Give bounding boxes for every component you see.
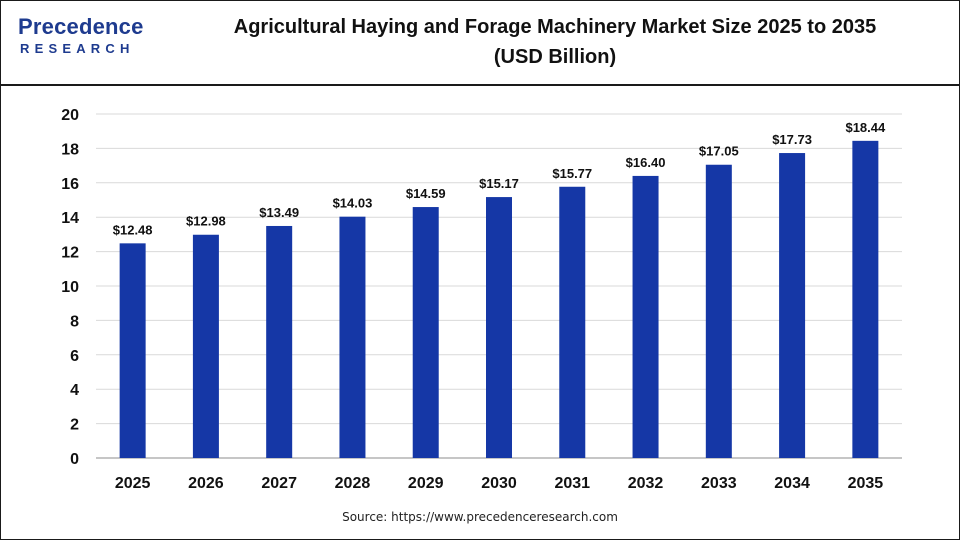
source-note: Source: https://www.precedenceresearch.c… (342, 510, 618, 524)
x-tick-label: 2032 (628, 475, 664, 492)
y-tick-label: 20 (61, 107, 79, 124)
chart-title-line1: Agricultural Haying and Forage Machinery… (233, 16, 877, 38)
data-label: $13.49 (259, 205, 299, 220)
y-tick-label: 6 (70, 348, 79, 365)
logo-subtitle: RESEARCH (20, 41, 135, 56)
logo-wordmark: Precedence (18, 14, 144, 39)
y-tick-label: 12 (61, 245, 79, 262)
x-tick-label: 2029 (408, 475, 444, 492)
data-label: $14.59 (406, 186, 446, 201)
x-tick-label: 2033 (701, 475, 737, 492)
y-tick-label: 18 (61, 141, 79, 158)
data-label: $17.05 (699, 144, 739, 159)
brand-logo: Precedence RESEARCH (18, 14, 168, 64)
header: Precedence RESEARCH Agricultural Haying … (0, 0, 960, 86)
x-tick-label: 2026 (188, 475, 224, 492)
y-tick-label: 0 (70, 451, 79, 468)
bar (412, 207, 439, 458)
bar (192, 234, 219, 458)
x-tick-label: 2027 (261, 475, 297, 492)
bar (559, 186, 586, 459)
bar (339, 216, 366, 458)
y-tick-label: 4 (70, 382, 79, 399)
x-tick-label: 2031 (554, 475, 590, 492)
bar (632, 175, 659, 459)
bar (486, 197, 512, 458)
bar (119, 243, 146, 458)
y-tick-label: 8 (70, 313, 79, 330)
y-tick-label: 16 (61, 176, 79, 193)
x-tick-label: 2028 (335, 475, 371, 492)
x-tick-label: 2034 (774, 475, 810, 492)
data-label: $12.98 (186, 214, 226, 229)
data-label: $18.44 (845, 120, 886, 135)
x-tick-label: 2035 (848, 475, 884, 492)
data-label: $17.73 (772, 132, 812, 147)
bar (705, 164, 732, 458)
bar (779, 153, 806, 458)
y-tick-label: 14 (61, 210, 79, 227)
chart-title: Agricultural Haying and Forage Machinery… (170, 12, 940, 72)
data-label: $15.77 (552, 166, 592, 181)
chart-area: 0 2 4 6 8 10 12 14 16 18 20 $12.48 2025 $12.98 2026 $13… (0, 86, 960, 506)
x-tick-label: 2025 (115, 475, 151, 492)
y-tick-label: 2 (70, 417, 79, 434)
data-label: $16.40 (626, 155, 666, 170)
bar (852, 140, 879, 458)
data-label: $12.48 (113, 222, 153, 237)
y-tick-label: 10 (61, 279, 79, 296)
x-tick-label: 2030 (481, 475, 517, 492)
data-label: $15.17 (479, 176, 519, 191)
chart-title-line2: (USD Billion) (493, 46, 617, 68)
bar-chart: 0 2 4 6 8 10 12 14 16 18 20 $12.48 2025 $12.98 2026 $13… (61, 107, 902, 492)
data-label: $14.03 (333, 196, 373, 211)
bar (266, 225, 293, 458)
